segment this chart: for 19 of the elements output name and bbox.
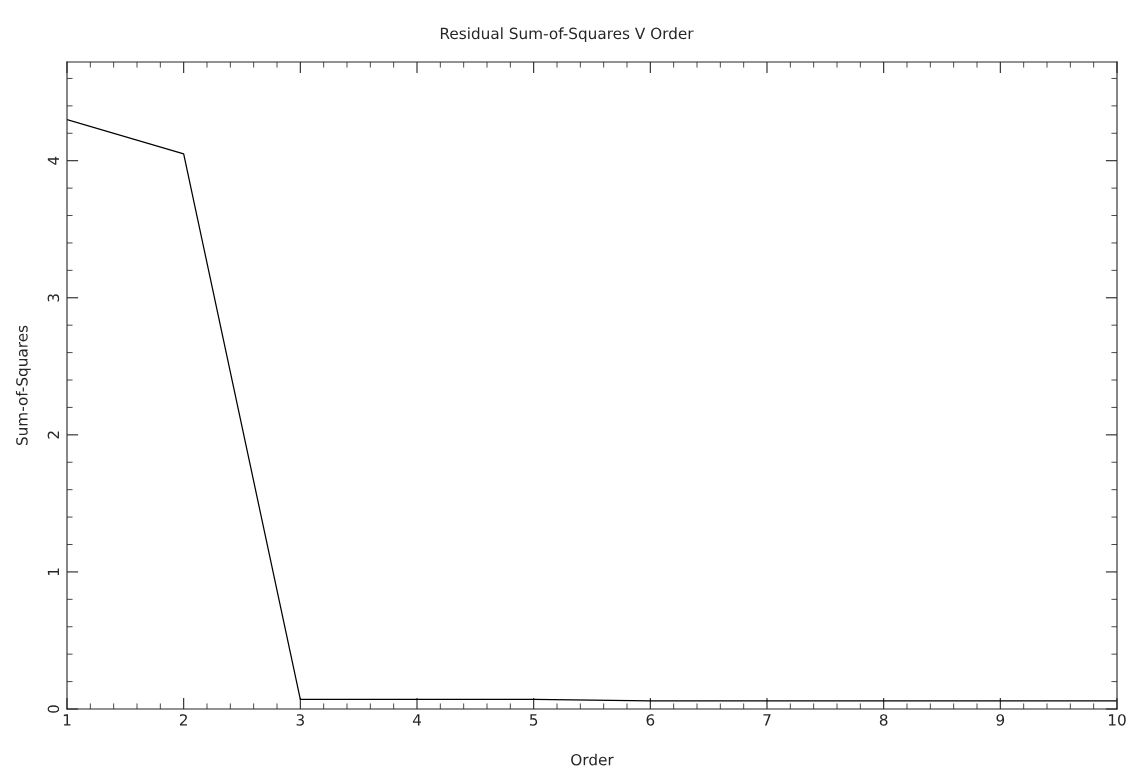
y-tick-label: 2	[47, 431, 59, 439]
y-tick-label: 3	[47, 294, 60, 302]
line-series	[67, 118, 1117, 702]
x-tick-label: 1	[63, 714, 71, 726]
x-tick-label: 2	[179, 714, 187, 726]
y-tick-label: 4	[47, 156, 59, 165]
x-tick-label: 8	[879, 714, 888, 726]
x-axis-title: Order	[571, 753, 614, 766]
x-tick-label: 4	[412, 714, 421, 726]
y-axis-title: Sum-of-Squares	[15, 325, 31, 446]
x-tick-label: 10	[1108, 714, 1126, 726]
y-tick-label: 0	[47, 705, 60, 713]
x-tick-label: 5	[529, 714, 538, 726]
x-tick-label: 3	[296, 714, 304, 726]
chart-title: Residual Sum-of-Squares V Order	[440, 27, 694, 43]
x-tick-label: 9	[996, 714, 1005, 726]
x-tick-label: 7	[763, 714, 771, 726]
y-tick-label: 1	[47, 568, 59, 576]
x-tick-label: 6	[646, 714, 655, 726]
